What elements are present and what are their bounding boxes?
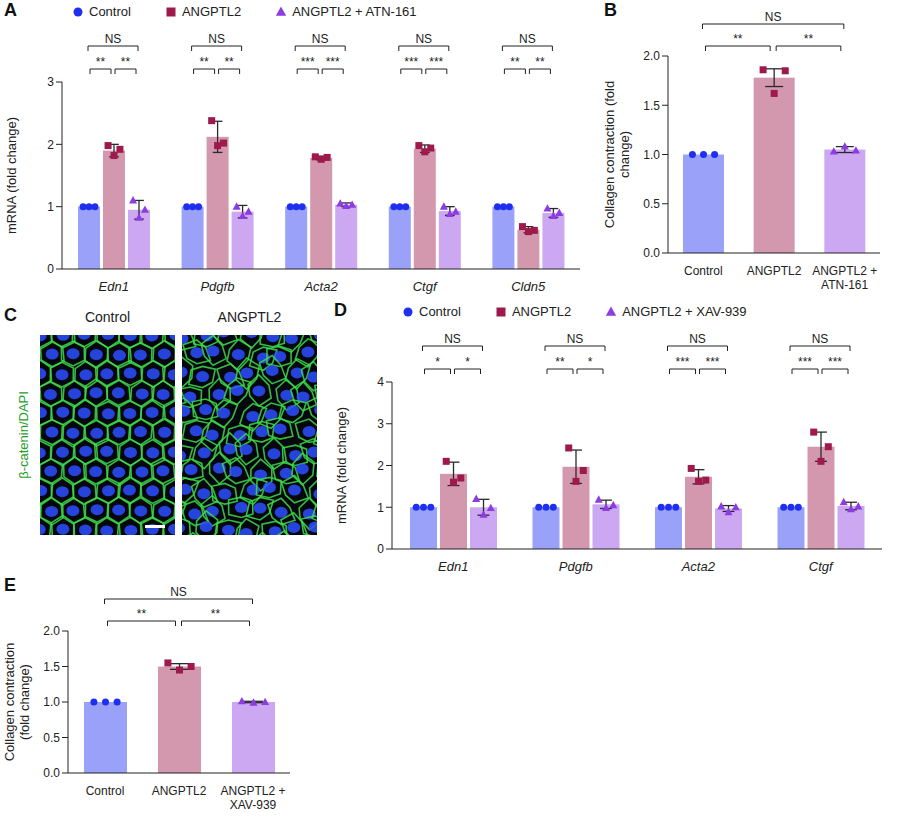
svg-text:mRNA (fold change): mRNA (fold change) xyxy=(334,407,349,524)
svg-text:NS: NS xyxy=(765,10,782,24)
svg-text:2.0: 2.0 xyxy=(43,624,60,638)
svg-text:NS: NS xyxy=(519,32,536,46)
html-text:Control: Control xyxy=(89,4,131,19)
svg-text:NS: NS xyxy=(415,32,432,46)
svg-text:Control: Control xyxy=(86,784,125,798)
svg-text:ANGPTL2: ANGPTL2 xyxy=(152,784,207,798)
svg-text:1.0: 1.0 xyxy=(43,695,60,709)
svg-text:*: * xyxy=(588,355,593,369)
svg-text:**: ** xyxy=(137,607,147,621)
svg-text:**: ** xyxy=(199,55,209,69)
svg-text:Ctgf: Ctgf xyxy=(809,559,834,574)
svg-text:NS: NS xyxy=(312,32,329,46)
svg-text:0.0: 0.0 xyxy=(43,766,60,780)
svg-text:0.5: 0.5 xyxy=(43,731,60,745)
svg-text:Edn1: Edn1 xyxy=(99,279,129,294)
html-text:B: B xyxy=(604,0,617,20)
svg-text:**: ** xyxy=(804,32,814,46)
svg-text:Control: Control xyxy=(684,264,723,278)
svg-text:0.0: 0.0 xyxy=(643,246,660,260)
svg-text:1.5: 1.5 xyxy=(643,99,660,113)
svg-text:0.5: 0.5 xyxy=(643,197,660,211)
svg-text:***: *** xyxy=(675,355,689,369)
svg-text:Collagen contraction (foldchan: Collagen contraction (foldchange) xyxy=(602,81,632,228)
svg-text:Pdgfb: Pdgfb xyxy=(559,559,593,574)
svg-text:mRNA (fold change): mRNA (fold change) xyxy=(4,117,19,234)
svg-text:***: *** xyxy=(326,55,340,69)
svg-text:2: 2 xyxy=(377,459,384,473)
html-text:ANGPTL2: ANGPTL2 xyxy=(511,304,572,319)
svg-text:4: 4 xyxy=(377,375,384,389)
svg-text:**: ** xyxy=(96,55,106,69)
svg-text:1: 1 xyxy=(47,200,54,214)
svg-text:2.0: 2.0 xyxy=(643,49,660,63)
svg-text:**: ** xyxy=(224,55,234,69)
svg-text:**: ** xyxy=(510,55,520,69)
svg-text:ANGPTL2 +ATN-161: ANGPTL2 +ATN-161 xyxy=(812,264,877,292)
svg-text:NS: NS xyxy=(105,32,122,46)
svg-text:ANGPTL2: ANGPTL2 xyxy=(747,264,802,278)
html-text:ANGPTL2: ANGPTL2 xyxy=(217,309,282,325)
svg-text:***: *** xyxy=(429,55,443,69)
svg-text:Ctgf: Ctgf xyxy=(413,279,438,294)
svg-text:1.5: 1.5 xyxy=(43,660,60,674)
svg-text:***: *** xyxy=(828,355,842,369)
svg-text:0: 0 xyxy=(377,542,384,556)
svg-text:3: 3 xyxy=(47,75,54,89)
svg-text:***: *** xyxy=(705,355,719,369)
html-text:C: C xyxy=(4,305,17,325)
svg-text:ANGPTL2 +XAV-939: ANGPTL2 +XAV-939 xyxy=(220,784,285,812)
html-text:D: D xyxy=(334,300,347,320)
svg-text:**: ** xyxy=(733,32,743,46)
html-text:A: A xyxy=(4,0,17,20)
svg-text:Acta2: Acta2 xyxy=(681,559,716,574)
svg-text:0: 0 xyxy=(47,262,54,276)
svg-text:Cldn5: Cldn5 xyxy=(511,279,546,294)
svg-text:Edn1: Edn1 xyxy=(438,559,468,574)
svg-text:*: * xyxy=(435,355,440,369)
svg-text:β-catenin/DAPI: β-catenin/DAPI xyxy=(16,391,31,479)
svg-text:**: ** xyxy=(121,55,131,69)
svg-text:2: 2 xyxy=(47,138,54,152)
svg-text:1.0: 1.0 xyxy=(643,148,660,162)
svg-text:Acta2: Acta2 xyxy=(303,279,338,294)
svg-text:NS: NS xyxy=(812,332,829,346)
svg-text:**: ** xyxy=(211,607,221,621)
html-text:Control: Control xyxy=(84,309,131,325)
html-text:Control: Control xyxy=(419,304,461,319)
svg-text:***: *** xyxy=(798,355,812,369)
svg-text:**: ** xyxy=(555,355,565,369)
svg-text:NS: NS xyxy=(444,332,461,346)
svg-text:**: ** xyxy=(535,55,545,69)
html-text:E: E xyxy=(4,575,16,595)
svg-text:***: *** xyxy=(404,55,418,69)
svg-text:3: 3 xyxy=(377,417,384,431)
svg-text:NS: NS xyxy=(170,585,187,599)
svg-text:NS: NS xyxy=(208,32,225,46)
svg-text:1: 1 xyxy=(377,501,384,515)
html-text:ANGPTL2 + XAV-939: ANGPTL2 + XAV-939 xyxy=(622,304,747,319)
svg-text:NS: NS xyxy=(689,332,706,346)
svg-text:*: * xyxy=(465,355,470,369)
svg-text:***: *** xyxy=(301,55,315,69)
html-text:ANGPTL2: ANGPTL2 xyxy=(181,4,242,19)
svg-text:NS: NS xyxy=(567,332,584,346)
svg-text:Pdgfb: Pdgfb xyxy=(200,279,234,294)
html-text:ANGPTL2 + ATN-161: ANGPTL2 + ATN-161 xyxy=(292,4,417,19)
svg-text:Collagen contraction(fold chan: Collagen contraction(fold change) xyxy=(2,643,32,762)
